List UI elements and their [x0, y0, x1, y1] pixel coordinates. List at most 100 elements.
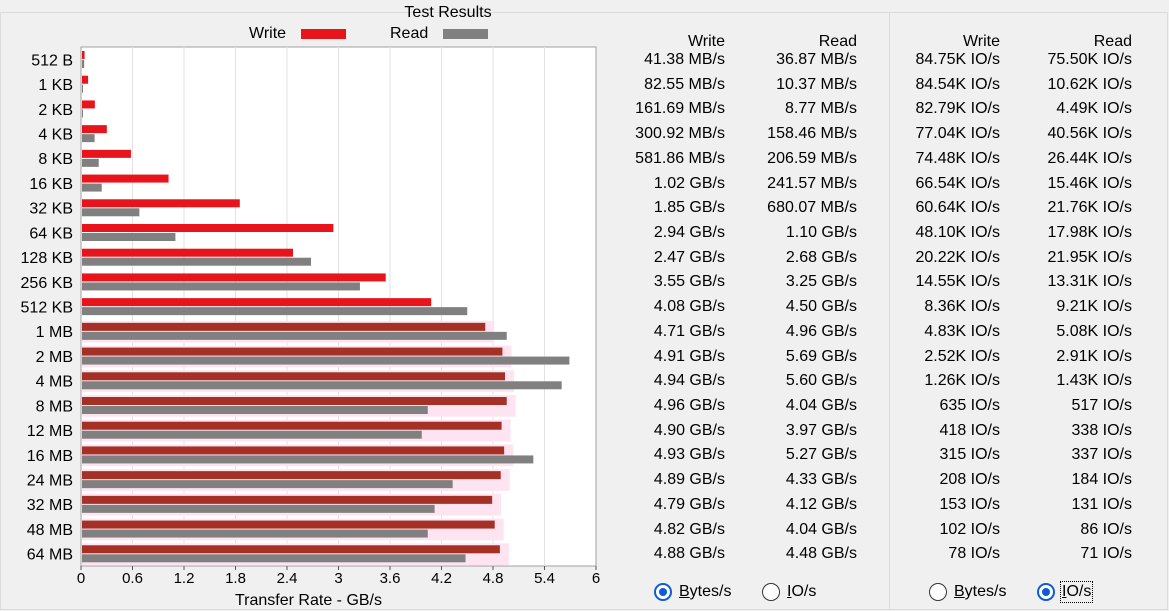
bytes-read-cell: 680.07 MB/s [767, 199, 857, 217]
io-read-cell: 1.43K IO/s [1056, 372, 1132, 390]
panel-divider [889, 12, 890, 610]
bytes-read-cell: 4.48 GB/s [785, 545, 857, 563]
radio-circle[interactable] [654, 583, 672, 601]
bytes-read-cell: 206.59 MB/s [767, 149, 857, 167]
bytes-write-cell: 581.86 MB/s [635, 149, 725, 167]
bytes-write-cell: 4.90 GB/s [653, 421, 725, 439]
x-tick-label: 1.2 [174, 570, 195, 587]
right-io-radio[interactable]: IO/s [1037, 581, 1094, 603]
io-write-cell: 418 IO/s [939, 421, 1000, 439]
category-label: 8 MB [36, 398, 73, 415]
bytes-read-header: Read [818, 33, 857, 50]
category-label: 24 MB [27, 473, 73, 490]
read-bar [82, 282, 360, 291]
radio-label[interactable]: IO/s [1059, 581, 1094, 603]
bytes-write-cell: 1.02 GB/s [653, 174, 725, 192]
io-read-cell: 5.08K IO/s [1056, 322, 1132, 340]
io-read-cell: 71 IO/s [1080, 545, 1132, 563]
category-label: 4 MB [36, 374, 73, 391]
right-bytes-radio[interactable]: Bytes/s [929, 583, 1006, 601]
io-write-header: Write [962, 33, 1000, 50]
radio-label[interactable]: Bytes/s [679, 583, 732, 600]
radio-label[interactable]: Bytes/s [954, 583, 1007, 600]
bytes-write-cell: 4.79 GB/s [653, 495, 725, 513]
read-bar [82, 480, 453, 489]
io-read-cell: 338 IO/s [1071, 421, 1132, 439]
x-tick-label: 6 [592, 570, 600, 587]
io-write-cell: 48.10K IO/s [915, 224, 1001, 241]
io-read-cell: 131 IO/s [1071, 495, 1132, 513]
io-read-cell: 75.50K IO/s [1047, 51, 1133, 68]
read-bar [82, 158, 99, 167]
bytes-read-cell: 3.97 GB/s [785, 421, 857, 439]
write-bar [82, 372, 506, 381]
category-label: 4 KB [38, 127, 73, 144]
read-bar [82, 504, 435, 513]
io-write-cell: 77.04K IO/s [915, 125, 1001, 143]
bytes-read-cell: 10.37 MB/s [776, 75, 857, 93]
bytes-read-cell: 4.12 GB/s [785, 495, 857, 513]
bytes-write-cell: 4.88 GB/s [653, 545, 725, 563]
bytes-read-cell: 4.96 GB/s [785, 322, 857, 340]
bytes-read-cell: 36.87 MB/s [776, 51, 857, 68]
category-label: 512 KB [21, 300, 73, 317]
write-bar [82, 446, 505, 455]
radio-circle[interactable] [929, 583, 947, 601]
category-label: 512 B [31, 52, 73, 69]
radio-label[interactable]: IO/s [787, 583, 817, 600]
io-read-cell: 40.56K IO/s [1047, 125, 1133, 143]
bytes-write-cell: 4.93 GB/s [653, 446, 725, 464]
write-bar [82, 421, 502, 430]
x-tick-label: 2.4 [277, 570, 298, 587]
read-bar [82, 356, 570, 365]
bytes-read-cell: 5.60 GB/s [785, 372, 857, 390]
io-write-cell: 20.22K IO/s [915, 248, 1001, 266]
write-bar [82, 100, 95, 109]
read-bar [82, 84, 83, 93]
bytes-write-cell: 4.89 GB/s [653, 471, 725, 489]
io-write-cell: 153 IO/s [939, 495, 1000, 513]
x-tick-label: 0.6 [122, 570, 143, 587]
bytes-read-cell: 1.10 GB/s [785, 224, 857, 241]
category-label: 1 KB [38, 77, 73, 94]
radio-circle[interactable] [762, 583, 780, 601]
io-write-cell: 78 IO/s [948, 545, 1000, 563]
read-bar [82, 109, 83, 118]
bytes-read-cell: 8.77 MB/s [784, 100, 857, 118]
io-read-cell: 21.95K IO/s [1047, 248, 1133, 266]
bytes-write-cell: 41.38 MB/s [644, 51, 725, 68]
read-bar [82, 554, 466, 563]
bytes-read-cell: 4.04 GB/s [785, 520, 857, 538]
bytes-read-cell: 241.57 MB/s [767, 174, 857, 192]
write-bar [82, 248, 294, 257]
bytes-write-cell: 300.92 MB/s [635, 125, 725, 143]
left-bytes-radio[interactable]: Bytes/s [654, 583, 731, 601]
radio-circle[interactable] [1037, 583, 1055, 601]
io-read-cell: 517 IO/s [1071, 397, 1132, 414]
bytes-write-cell: 82.55 MB/s [644, 75, 725, 93]
read-bar [82, 233, 176, 241]
write-bar [82, 495, 493, 504]
write-bar [82, 545, 500, 554]
bytes-write-cell: 4.08 GB/s [653, 298, 725, 316]
io-write-cell: 208 IO/s [939, 471, 1000, 489]
read-bar [82, 257, 312, 266]
io-write-cell: 102 IO/s [939, 520, 1000, 538]
io-read-cell: 26.44K IO/s [1047, 149, 1133, 167]
category-label: 64 MB [27, 547, 73, 564]
bytes-write-cell: 4.71 GB/s [653, 322, 725, 340]
x-tick-label: 1.8 [225, 570, 246, 587]
write-bar [82, 520, 495, 529]
results-panel [0, 12, 1168, 610]
category-label: 2 MB [36, 349, 73, 366]
read-bar [82, 307, 468, 316]
io-read-cell: 2.91K IO/s [1056, 347, 1132, 365]
io-write-cell: 4.83K IO/s [924, 322, 1000, 340]
category-label: 48 MB [27, 522, 73, 539]
x-tick-label: 3 [334, 570, 342, 587]
left-io-radio[interactable]: IO/s [762, 583, 816, 601]
read-bar [82, 331, 507, 340]
write-bar [82, 75, 89, 84]
bytes-read-cell: 2.68 GB/s [785, 248, 857, 266]
io-write-cell: 74.48K IO/s [915, 149, 1001, 167]
